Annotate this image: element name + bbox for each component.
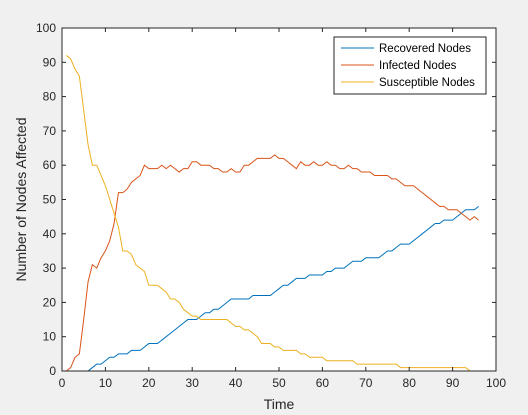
x-tick-label: 40 [229,376,243,390]
x-tick-label: 30 [186,376,200,390]
series-line-infected-nodes [66,154,479,372]
legend-label: Infected Nodes [379,60,457,72]
legend-label: Recovered Nodes [379,43,471,55]
y-tick-label: 20 [43,295,57,309]
series-line-susceptible-nodes [66,55,479,372]
y-tick-label: 70 [43,124,57,138]
y-tick-label: 60 [43,158,57,172]
y-tick-label: 90 [43,55,57,69]
legend-label: Susceptible Nodes [379,77,475,89]
x-tick-label: 60 [316,376,330,390]
x-tick-label: 50 [272,376,286,390]
x-tick-label: 0 [59,376,66,390]
y-tick-label: 0 [49,364,56,378]
y-tick-label: 100 [36,21,56,35]
x-tick-label: 70 [359,376,373,390]
x-tick-label: 10 [99,376,113,390]
y-tick-label: 50 [43,193,57,207]
x-tick-label: 20 [142,376,156,390]
y-tick-label: 80 [43,90,57,104]
y-tick-label: 10 [43,330,57,344]
series-layer [66,55,479,372]
y-tick-label: 40 [43,227,57,241]
x-tick-label: 80 [403,376,417,390]
x-axis: 0 10 20 30 40 50 60 70 80 90 100 [59,28,506,390]
x-tick-label: 90 [446,376,460,390]
x-axis-label: Time [264,396,295,412]
y-tick-label: 30 [43,261,57,275]
series-line-recovered-nodes [66,205,479,372]
x-tick-label: 100 [486,376,506,390]
y-axis: 0 10 20 30 40 50 60 70 80 90 100 [36,21,496,378]
y-axis-label: Number of Nodes Affected [13,118,29,282]
legend: Recovered Nodes Infected Nodes Susceptible… [333,36,487,95]
